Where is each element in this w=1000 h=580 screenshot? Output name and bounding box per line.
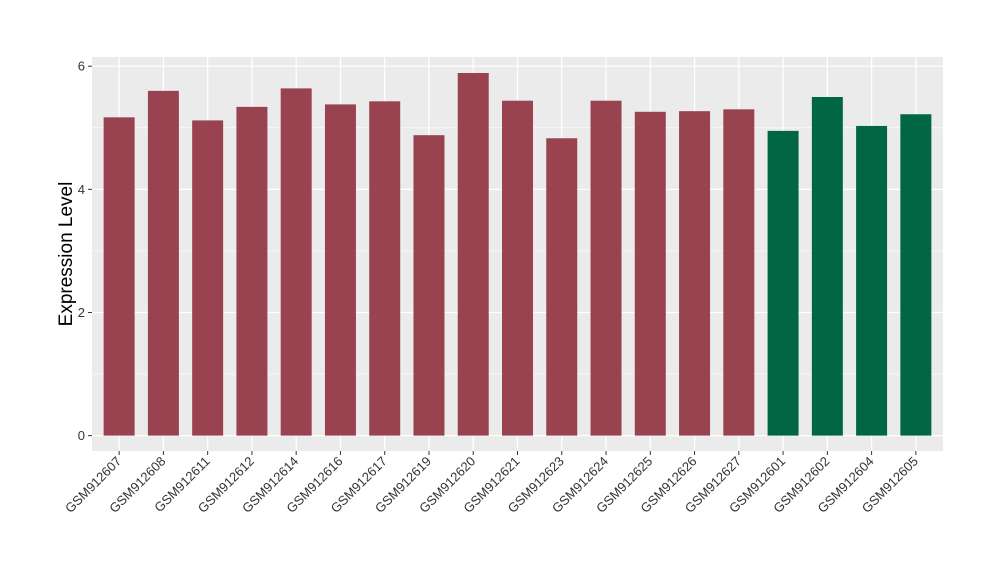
bar bbox=[590, 100, 622, 436]
bar bbox=[369, 101, 401, 436]
bar bbox=[679, 111, 711, 436]
bar bbox=[856, 125, 888, 436]
bar bbox=[723, 109, 755, 436]
y-tick-label: 0 bbox=[78, 428, 85, 443]
bar bbox=[811, 97, 843, 436]
bar bbox=[546, 138, 578, 436]
bar bbox=[900, 114, 932, 436]
y-tick-label: 4 bbox=[78, 182, 85, 197]
bar bbox=[634, 111, 666, 436]
bar bbox=[324, 104, 356, 436]
y-axis-title: Expression Level bbox=[56, 182, 77, 327]
bar bbox=[413, 135, 445, 436]
bar bbox=[236, 106, 268, 436]
y-tick-label: 2 bbox=[78, 305, 85, 320]
y-tick-label: 6 bbox=[78, 59, 85, 74]
bar bbox=[103, 117, 135, 436]
bar bbox=[767, 130, 799, 436]
bar bbox=[147, 90, 179, 436]
bar bbox=[502, 100, 533, 436]
y-axis: 0 2 4 6 bbox=[78, 59, 92, 443]
bar bbox=[280, 88, 312, 436]
x-axis: GSM912607GSM912608GSM912611GSM912612GSM9… bbox=[62, 451, 921, 516]
bars bbox=[103, 73, 932, 436]
bar bbox=[192, 120, 224, 436]
bar bbox=[457, 73, 489, 436]
